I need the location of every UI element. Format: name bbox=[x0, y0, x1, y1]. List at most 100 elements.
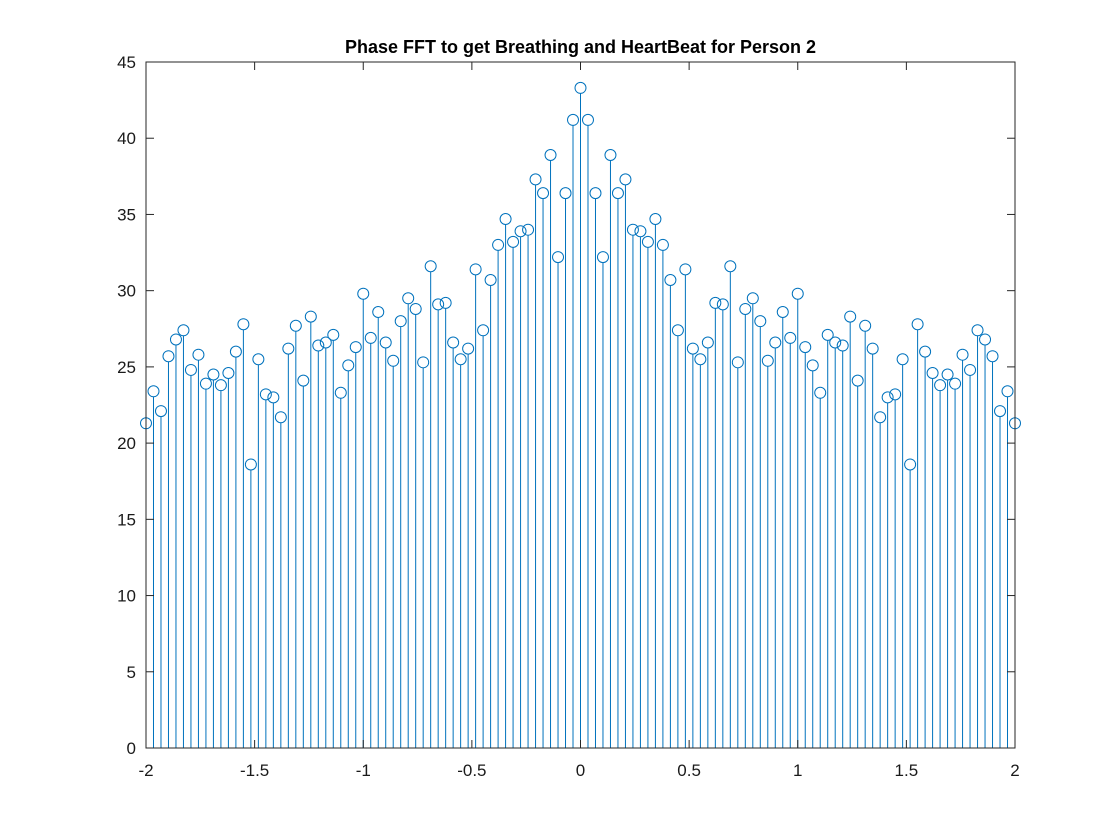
chart-title: Phase FFT to get Breathing and HeartBeat… bbox=[345, 37, 816, 57]
stem-marker bbox=[334, 386, 347, 399]
stem-marker bbox=[979, 333, 992, 346]
stem-marker bbox=[619, 173, 632, 186]
stem-marker bbox=[214, 379, 227, 392]
stem-marker bbox=[904, 458, 917, 471]
y-tick-label: 40 bbox=[117, 129, 136, 148]
stem-marker bbox=[327, 328, 340, 341]
y-axis-ticks: 0 5 10 15 20 25 30 35 40 45 bbox=[117, 53, 1015, 758]
stem-marker bbox=[671, 324, 684, 337]
stems-layer bbox=[145, 93, 1016, 748]
stem-marker bbox=[274, 411, 287, 424]
stem-marker bbox=[499, 213, 512, 226]
stem-marker bbox=[919, 345, 932, 358]
stem-marker bbox=[537, 187, 550, 200]
stem-marker bbox=[312, 339, 325, 352]
y-tick-label: 20 bbox=[117, 434, 136, 453]
stem-marker bbox=[949, 377, 962, 390]
stem-marker bbox=[492, 238, 505, 251]
stem-marker bbox=[941, 368, 954, 381]
stem-marker bbox=[634, 225, 647, 238]
stem-marker bbox=[896, 353, 909, 366]
stem-marker bbox=[739, 302, 752, 315]
stem-marker bbox=[814, 386, 827, 399]
stem-marker bbox=[259, 388, 272, 401]
stem-marker bbox=[552, 251, 565, 264]
stem-marker bbox=[387, 354, 400, 367]
x-axis-ticks: -2 -1.5 -1 -0.5 0 0.5 1 1.5 2 bbox=[138, 62, 1020, 780]
stem-marker bbox=[244, 458, 257, 471]
stem-marker bbox=[611, 187, 624, 200]
stem-marker bbox=[604, 148, 617, 161]
stem-marker bbox=[409, 302, 422, 315]
x-tick-label: -1.5 bbox=[240, 761, 269, 780]
stem-marker bbox=[911, 318, 924, 331]
y-tick-label: 10 bbox=[117, 587, 136, 606]
stem-marker bbox=[926, 366, 939, 379]
stem-marker bbox=[162, 350, 175, 363]
stem-marker bbox=[784, 331, 797, 344]
y-tick-label: 15 bbox=[117, 510, 136, 529]
y-tick-label: 45 bbox=[117, 53, 136, 72]
stem-marker bbox=[424, 260, 437, 273]
stem-marker bbox=[357, 287, 370, 300]
stem-marker bbox=[866, 342, 879, 355]
y-tick-label: 0 bbox=[127, 739, 136, 758]
y-tick-label: 25 bbox=[117, 358, 136, 377]
stem-marker bbox=[641, 235, 654, 248]
stem-marker bbox=[454, 353, 467, 366]
stem-marker bbox=[994, 405, 1007, 418]
stem-marker bbox=[581, 113, 594, 126]
x-tick-label: -1 bbox=[356, 761, 371, 780]
stem-marker bbox=[439, 296, 452, 309]
stem-marker bbox=[844, 310, 857, 323]
stem-marker bbox=[147, 385, 160, 398]
stem-marker bbox=[229, 345, 242, 358]
x-tick-label: -2 bbox=[138, 761, 153, 780]
stem-marker bbox=[829, 336, 842, 349]
stem-marker bbox=[596, 251, 609, 264]
stem-marker bbox=[267, 391, 280, 404]
stem-marker bbox=[589, 187, 602, 200]
stem-marker bbox=[304, 310, 317, 323]
stem-marker bbox=[222, 366, 235, 379]
stem-marker bbox=[252, 353, 265, 366]
stem-marker bbox=[469, 263, 482, 276]
stem-marker bbox=[649, 213, 662, 226]
x-tick-label: 0 bbox=[576, 761, 585, 780]
stem-marker bbox=[716, 298, 729, 311]
stem-marker bbox=[477, 324, 490, 337]
stem-marker bbox=[154, 405, 167, 418]
stem-marker bbox=[342, 359, 355, 372]
stem-marker bbox=[379, 336, 392, 349]
stem-marker bbox=[282, 342, 295, 355]
stem-marker bbox=[986, 350, 999, 363]
stem-marker bbox=[402, 292, 415, 305]
stem-marker bbox=[761, 354, 774, 367]
stem-marker bbox=[462, 342, 475, 355]
stem-marker bbox=[417, 356, 430, 369]
stem-marker bbox=[874, 411, 887, 424]
stem-marker bbox=[776, 306, 789, 319]
stem-marker bbox=[514, 225, 527, 238]
stem-marker bbox=[934, 379, 947, 392]
stem-marker bbox=[664, 273, 677, 286]
stem-marker bbox=[297, 374, 310, 387]
stem-marker bbox=[574, 81, 587, 94]
stem-marker bbox=[686, 342, 699, 355]
stem-marker bbox=[544, 148, 557, 161]
stem-marker bbox=[799, 341, 812, 354]
stem-marker bbox=[289, 319, 302, 332]
stem-marker bbox=[364, 331, 377, 344]
stem-marker bbox=[349, 341, 362, 354]
stem-marker bbox=[971, 324, 984, 337]
stem-marker bbox=[859, 319, 872, 332]
stem-marker bbox=[432, 298, 445, 311]
stem-marker bbox=[679, 263, 692, 276]
stem-marker bbox=[694, 353, 707, 366]
x-tick-label: 1.5 bbox=[895, 761, 919, 780]
stem-marker bbox=[1001, 385, 1014, 398]
stem-marker bbox=[836, 339, 849, 352]
stem-marker bbox=[529, 173, 542, 186]
x-tick-label: 1 bbox=[793, 761, 802, 780]
stem-marker bbox=[319, 336, 332, 349]
